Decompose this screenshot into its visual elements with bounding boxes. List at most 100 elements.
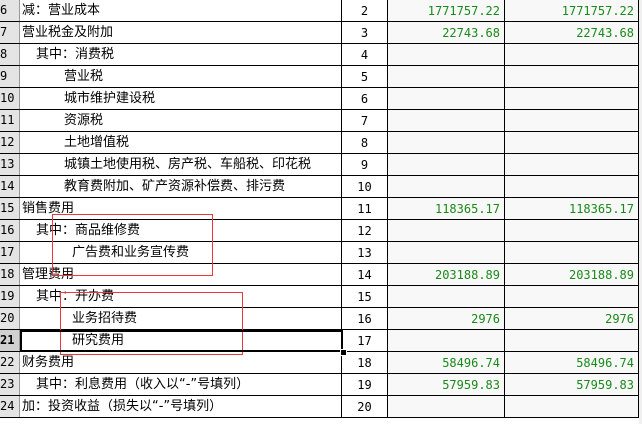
row-header[interactable]: 14	[0, 176, 20, 197]
row-header[interactable]: 13	[0, 154, 20, 175]
line-number-cell[interactable]: 10	[342, 176, 388, 197]
current-amount-cell[interactable]: 58496.74	[388, 352, 505, 373]
line-number-cell[interactable]: 8	[342, 132, 388, 153]
line-number-cell[interactable]: 11	[342, 198, 388, 219]
selected-cell[interactable]	[20, 330, 343, 352]
row-header[interactable]: 12	[0, 132, 20, 153]
current-amount-cell[interactable]: 57959.83	[388, 374, 505, 395]
item-cell[interactable]: 其中：开办费	[20, 286, 342, 307]
row-header[interactable]: 18	[0, 264, 20, 285]
row-header[interactable]: 7	[0, 22, 20, 43]
cumulative-amount-cell[interactable]	[505, 132, 639, 153]
row-header[interactable]: 23	[0, 374, 20, 395]
cumulative-amount-cell[interactable]	[505, 66, 639, 87]
row-header[interactable]: 8	[0, 44, 20, 65]
line-number-cell[interactable]: 7	[342, 110, 388, 131]
row-header[interactable]: 11	[0, 110, 20, 131]
item-cell[interactable]: 营业税金及附加	[20, 22, 342, 43]
line-number-cell[interactable]: 15	[342, 286, 388, 307]
cumulative-amount-cell[interactable]: 1771757.22	[505, 0, 639, 21]
line-number-cell[interactable]: 17	[342, 330, 388, 351]
current-amount-cell[interactable]: 203188.89	[388, 264, 505, 285]
line-number-cell[interactable]: 4	[342, 44, 388, 65]
cumulative-amount-cell[interactable]	[505, 286, 639, 307]
cumulative-amount-cell[interactable]	[505, 176, 639, 197]
current-amount-cell[interactable]: 22743.68	[388, 22, 505, 43]
current-amount-cell[interactable]: 118365.17	[388, 198, 505, 219]
row-header[interactable]: 6	[0, 0, 20, 21]
line-number-cell[interactable]: 5	[342, 66, 388, 87]
current-amount-cell[interactable]	[388, 286, 505, 307]
item-cell[interactable]: 教育费附加、矿产资源补偿费、排污费	[20, 176, 342, 197]
item-cell[interactable]: 其中：利息费用（收入以“-”号填列）	[20, 374, 342, 395]
current-amount-cell[interactable]	[388, 154, 505, 175]
item-cell[interactable]: 业务招待费	[20, 308, 342, 329]
item-cell[interactable]: 减：营业成本	[20, 0, 342, 21]
line-number-cell[interactable]: 2	[342, 0, 388, 21]
item-cell[interactable]: 加：投资收益（损失以“-”号填列）	[20, 396, 342, 417]
item-cell[interactable]: 广告费和业务宣传费	[20, 242, 342, 263]
line-number-cell[interactable]: 3	[342, 22, 388, 43]
current-amount-cell[interactable]	[388, 88, 505, 109]
table-row: 19 其中：开办费 15	[0, 286, 642, 308]
table-row: 17 广告费和业务宣传费 13	[0, 242, 642, 264]
current-amount-cell[interactable]	[388, 66, 505, 87]
row-header[interactable]: 17	[0, 242, 20, 263]
item-cell[interactable]: 其中：商品维修费	[20, 220, 342, 241]
current-amount-cell[interactable]	[388, 44, 505, 65]
line-number-cell[interactable]: 14	[342, 264, 388, 285]
row-header[interactable]: 15	[0, 198, 20, 219]
item-cell[interactable]: 财务费用	[20, 352, 342, 373]
cumulative-amount-cell[interactable]	[505, 44, 639, 65]
table-row: 23 其中：利息费用（收入以“-”号填列） 19 57959.83 57959.…	[0, 374, 642, 396]
current-amount-cell[interactable]	[388, 132, 505, 153]
item-cell[interactable]: 营业税	[20, 66, 342, 87]
item-cell[interactable]: 城镇土地使用税、房产税、车船税、印花税	[20, 154, 342, 175]
cumulative-amount-cell[interactable]: 203188.89	[505, 264, 639, 285]
item-cell[interactable]: 其中：消费税	[20, 44, 342, 65]
line-number-cell[interactable]: 18	[342, 352, 388, 373]
cumulative-amount-cell[interactable]	[505, 154, 639, 175]
row-header[interactable]: 22	[0, 352, 20, 373]
cumulative-amount-cell[interactable]: 2976	[505, 308, 639, 329]
line-number-cell[interactable]: 20	[342, 396, 388, 417]
cumulative-amount-cell[interactable]	[505, 396, 639, 417]
item-cell[interactable]: 销售费用	[20, 198, 342, 219]
current-amount-cell[interactable]	[388, 176, 505, 197]
cumulative-amount-cell[interactable]	[505, 110, 639, 131]
item-cell[interactable]: 管理费用	[20, 264, 342, 285]
row-header[interactable]: 20	[0, 308, 20, 329]
line-number-cell[interactable]: 13	[342, 242, 388, 263]
line-number-cell[interactable]: 12	[342, 220, 388, 241]
item-cell[interactable]: 土地增值税	[20, 132, 342, 153]
item-cell[interactable]: 城市维护建设税	[20, 88, 342, 109]
cumulative-amount-cell[interactable]: 22743.68	[505, 22, 639, 43]
current-amount-cell[interactable]: 1771757.22	[388, 0, 505, 21]
row-header[interactable]: 21	[0, 330, 20, 351]
line-number-cell[interactable]: 6	[342, 88, 388, 109]
current-amount-cell[interactable]	[388, 330, 505, 351]
line-number-cell[interactable]: 16	[342, 308, 388, 329]
item-cell[interactable]: 资源税	[20, 110, 342, 131]
current-amount-cell[interactable]	[388, 396, 505, 417]
current-amount-cell[interactable]	[388, 220, 505, 241]
cumulative-amount-cell[interactable]	[505, 220, 639, 241]
row-header[interactable]: 10	[0, 88, 20, 109]
cumulative-amount-cell[interactable]: 57959.83	[505, 374, 639, 395]
row-header[interactable]: 16	[0, 220, 20, 241]
row-header[interactable]: 19	[0, 286, 20, 307]
cumulative-amount-cell[interactable]: 118365.17	[505, 198, 639, 219]
table-row: 10 城市维护建设税 6	[0, 88, 642, 110]
row-header[interactable]: 9	[0, 66, 20, 87]
current-amount-cell[interactable]	[388, 110, 505, 131]
cumulative-amount-cell[interactable]	[505, 330, 639, 351]
cumulative-amount-cell[interactable]	[505, 88, 639, 109]
cumulative-amount-cell[interactable]: 58496.74	[505, 352, 639, 373]
cumulative-amount-cell[interactable]	[505, 242, 639, 263]
line-number-cell[interactable]: 19	[342, 374, 388, 395]
line-number-cell[interactable]: 9	[342, 154, 388, 175]
current-amount-cell[interactable]	[388, 242, 505, 263]
current-amount-cell[interactable]: 2976	[388, 308, 505, 329]
row-header[interactable]: 24	[0, 396, 20, 417]
fill-handle[interactable]	[340, 349, 347, 356]
